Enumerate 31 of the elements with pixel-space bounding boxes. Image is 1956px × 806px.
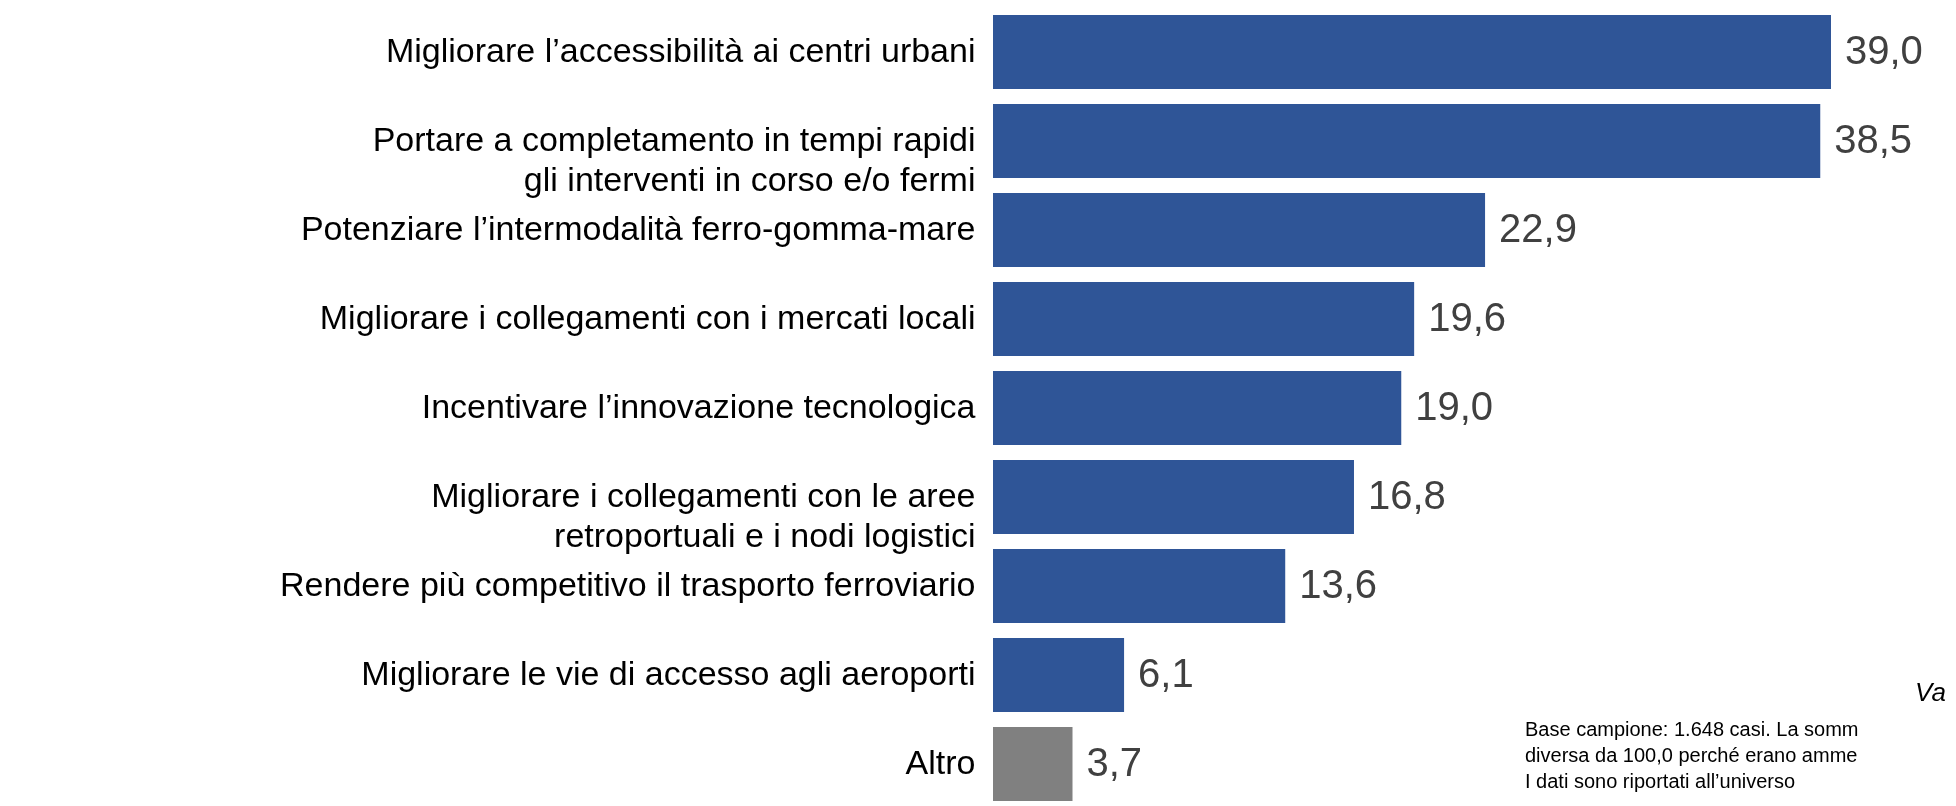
data-label: 3,7 <box>1086 739 1143 784</box>
data-label: 13,6 <box>1299 561 1378 606</box>
bar <box>993 282 1415 356</box>
bar <box>993 460 1354 534</box>
annotation: I dati sono riportati all’universo <box>1525 770 1796 792</box>
bar <box>993 638 1125 712</box>
bar <box>993 104 1821 178</box>
annotation: Base campione: 1.648 casi. La somm <box>1525 718 1859 740</box>
bar <box>993 727 1073 801</box>
data-label: 19,0 <box>1415 384 1494 428</box>
bar <box>993 193 1486 267</box>
data-label: 22,9 <box>1499 206 1577 251</box>
y-tick-label: Incentivare l’innovazione tecnologica <box>421 387 976 425</box>
data-label: 6,1 <box>1138 650 1194 695</box>
data-label: 38,5 <box>1834 117 1913 162</box>
bar <box>993 371 1402 445</box>
y-tick-label: Potenziare l’intermodalità ferro-gomma-mare <box>300 209 976 248</box>
data-label: 19,6 <box>1428 295 1507 340</box>
y-tick-label: Migliorare le vie di accesso agli aeroporti <box>361 653 976 692</box>
bar <box>993 15 1831 89</box>
y-tick-label: Portare a completamento in tempi rapidi gli interventi in corso e/o fermi <box>372 120 976 199</box>
text: Va <box>1915 677 1946 707</box>
data-label: 39,0 <box>1845 28 1923 73</box>
y-tick-label: Altro <box>905 742 976 781</box>
y-tick-label: Migliorare l’accessibilità ai centri urbani <box>385 31 976 70</box>
bar <box>993 549 1286 623</box>
annotation: diversa da 100,0 perché erano amme <box>1525 744 1858 766</box>
y-tick-label: Rendere più competitivo il trasporto ferroviario <box>280 564 976 603</box>
y-tick-label: Migliorare i collegamenti con le aree retroportuali e i nodi logistici <box>431 475 976 554</box>
data-label: 16,8 <box>1367 472 1446 517</box>
y-tick-label: Migliorare i collegamenti con i mercati locali <box>319 298 976 337</box>
